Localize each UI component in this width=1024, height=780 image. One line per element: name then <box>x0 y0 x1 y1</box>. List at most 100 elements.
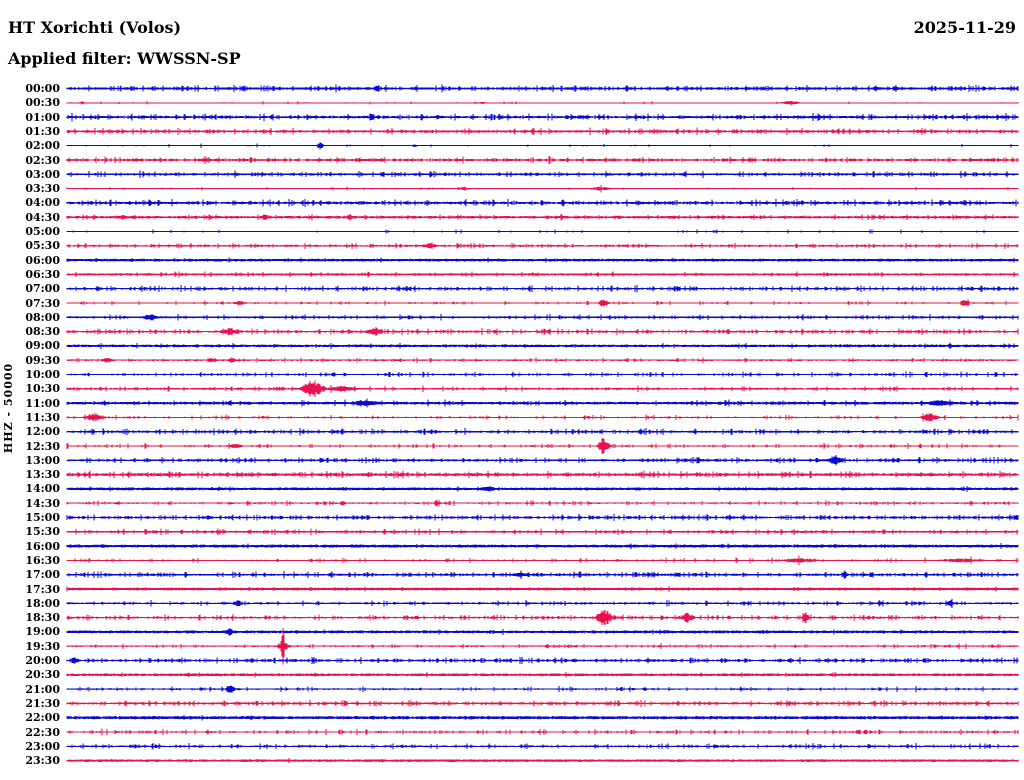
time-label-03:30: 03:30 <box>25 182 60 196</box>
time-label-17:00: 17:00 <box>25 568 60 582</box>
time-label-15:00: 15:00 <box>25 511 60 524</box>
trace-row-10:30 <box>66 380 1019 397</box>
time-label-10:30: 10:30 <box>25 382 60 396</box>
trace-row-12:30 <box>66 437 1019 455</box>
trace-row-09:30 <box>66 357 1019 363</box>
time-label-21:30: 21:30 <box>25 696 60 710</box>
time-label-08:30: 08:30 <box>25 325 60 339</box>
trace-row-02:00 <box>66 141 1019 150</box>
trace-row-22:30 <box>66 728 1019 736</box>
trace-row-10:00 <box>66 371 1019 378</box>
trace-row-19:30 <box>66 627 1019 665</box>
trace-row-01:00 <box>66 112 1019 122</box>
time-label-14:30: 14:30 <box>25 496 60 510</box>
trace-row-15:00 <box>66 514 1019 521</box>
time-label-20:30: 20:30 <box>25 668 60 682</box>
time-label-05:30: 05:30 <box>25 239 60 253</box>
time-label-15:30: 15:30 <box>25 525 60 539</box>
time-label-09:30: 09:30 <box>25 353 60 367</box>
time-label-22:30: 22:30 <box>25 725 60 739</box>
time-label-13:30: 13:30 <box>25 468 60 482</box>
time-label-05:00: 05:00 <box>25 225 60 238</box>
time-label-16:00: 16:00 <box>25 539 60 553</box>
time-label-13:00: 13:00 <box>25 453 60 467</box>
trace-row-20:00 <box>66 656 1019 665</box>
trace-row-07:00 <box>66 285 1019 293</box>
trace-row-11:00 <box>66 398 1019 408</box>
applied-filter-label: Applied filter: WWSSN-SP <box>8 49 241 68</box>
trace-row-00:30 <box>66 100 1019 105</box>
trace-row-04:30 <box>66 214 1019 221</box>
time-label-16:30: 16:30 <box>25 553 60 567</box>
trace-row-03:00 <box>66 170 1019 178</box>
trace-row-23:30 <box>66 758 1019 764</box>
trace-row-04:00 <box>66 199 1019 207</box>
time-label-02:00: 02:00 <box>25 139 60 153</box>
trace-row-02:30 <box>66 156 1019 164</box>
trace-row-06:30 <box>66 271 1019 278</box>
time-label-00:30: 00:30 <box>25 96 60 110</box>
trace-row-13:30 <box>66 470 1019 479</box>
trace-row-06:00 <box>66 257 1019 263</box>
time-label-12:00: 12:00 <box>25 425 60 439</box>
trace-row-22:00 <box>66 714 1019 721</box>
trace-row-14:30 <box>66 500 1019 507</box>
trace-row-16:00 <box>66 543 1019 549</box>
trace-row-21:00 <box>66 685 1019 693</box>
trace-row-14:00 <box>66 485 1019 492</box>
trace-row-20:30 <box>66 672 1019 678</box>
time-label-00:00: 00:00 <box>25 82 60 95</box>
time-label-04:00: 04:00 <box>25 196 60 210</box>
time-label-03:00: 03:00 <box>25 167 60 181</box>
time-label-11:00: 11:00 <box>25 396 60 410</box>
time-label-02:30: 02:30 <box>25 153 60 167</box>
time-label-10:00: 10:00 <box>25 368 60 381</box>
trace-row-05:00 <box>66 229 1019 234</box>
trace-row-13:00 <box>66 455 1019 466</box>
trace-row-07:30 <box>66 299 1019 307</box>
trace-row-01:30 <box>66 127 1019 136</box>
trace-row-03:30 <box>66 184 1019 193</box>
trace-row-16:30 <box>66 555 1019 566</box>
time-label-14:00: 14:00 <box>25 482 60 496</box>
time-label-23:00: 23:00 <box>25 739 60 753</box>
trace-row-23:00 <box>66 743 1019 750</box>
trace-row-05:30 <box>66 242 1019 249</box>
date-label: 2025-11-29 <box>913 18 1016 37</box>
station-title: HT Xorichti (Volos) <box>8 18 182 37</box>
time-label-11:30: 11:30 <box>25 410 60 424</box>
time-label-18:00: 18:00 <box>25 596 60 610</box>
trace-row-09:00 <box>66 342 1019 350</box>
time-label-01:30: 01:30 <box>25 124 60 138</box>
trace-row-18:00 <box>66 598 1019 608</box>
time-label-07:30: 07:30 <box>25 296 60 310</box>
time-label-20:00: 20:00 <box>25 654 60 667</box>
trace-row-00:00 <box>66 84 1019 93</box>
time-label-23:30: 23:30 <box>25 754 60 768</box>
time-label-22:00: 22:00 <box>25 711 60 725</box>
time-label-18:30: 18:30 <box>25 611 60 625</box>
trace-row-08:30 <box>66 327 1019 337</box>
time-label-06:30: 06:30 <box>25 267 60 281</box>
time-label-01:00: 01:00 <box>25 110 60 124</box>
time-label-08:00: 08:00 <box>25 310 60 324</box>
time-label-21:00: 21:00 <box>25 682 60 696</box>
time-label-09:00: 09:00 <box>25 339 60 353</box>
time-label-04:30: 04:30 <box>25 210 60 224</box>
time-label-07:00: 07:00 <box>25 282 60 296</box>
time-label-19:00: 19:00 <box>25 625 60 639</box>
trace-row-08:00 <box>66 313 1019 321</box>
time-label-19:30: 19:30 <box>25 639 60 653</box>
trace-row-19:00 <box>66 628 1019 636</box>
trace-row-21:30 <box>66 699 1019 707</box>
trace-row-18:30 <box>66 610 1019 625</box>
trace-row-17:00 <box>66 570 1019 579</box>
trace-row-12:00 <box>66 428 1019 436</box>
trace-row-15:30 <box>66 528 1019 536</box>
trace-row-11:30 <box>66 413 1019 422</box>
time-label-06:00: 06:00 <box>25 253 60 267</box>
time-label-12:30: 12:30 <box>25 439 60 453</box>
trace-row-17:30 <box>66 585 1019 593</box>
